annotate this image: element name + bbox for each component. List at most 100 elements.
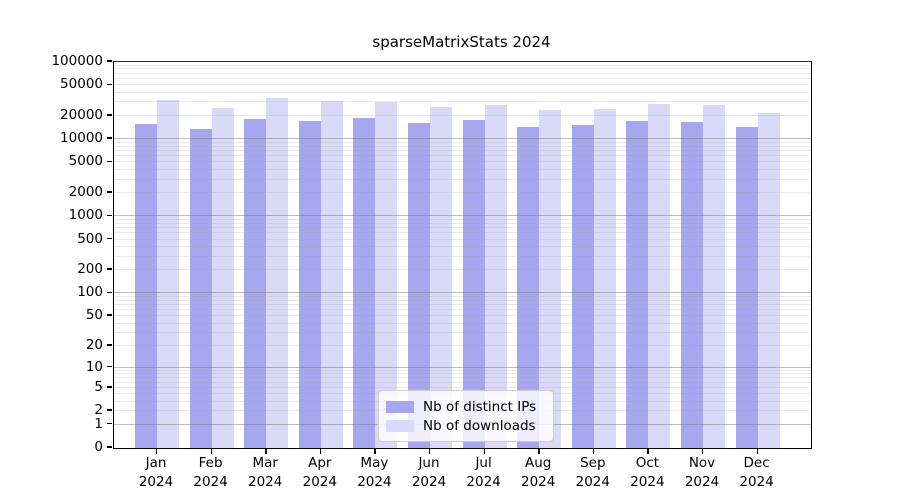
gridline-minor [114, 238, 811, 240]
legend-label-distinct-ips: Nb of distinct IPs [423, 398, 537, 415]
legend-swatch-downloads [386, 419, 414, 432]
x-tick-mark [319, 448, 322, 454]
gridline-minor [114, 155, 811, 157]
bar-aug-downloads [539, 110, 562, 448]
y-tick-label: 0 [94, 439, 103, 455]
y-tick-label: 2 [94, 402, 103, 419]
x-tick-label-year: 2024 [248, 474, 283, 490]
y-tick-mark [106, 314, 112, 316]
gridline-minor [114, 331, 811, 333]
gridline-minor [114, 295, 811, 297]
y-tick-label: 100000 [51, 53, 103, 69]
x-tick-mark [483, 448, 485, 454]
bar-dec-distinct-ips [735, 127, 758, 448]
x-tick-label: Jun 2024 [397, 454, 461, 492]
x-tick-label: Feb 2024 [179, 454, 243, 492]
y-tick-label: 10 [85, 358, 103, 375]
x-tick-label-year: 2024 [357, 474, 392, 490]
legend-row-downloads: Nb of downloads [386, 416, 545, 435]
gridline-minor [114, 68, 811, 70]
legend: Nb of distinct IPs Nb of downloads [378, 390, 554, 442]
gridline-minor [114, 315, 811, 317]
y-tick-label: 1 [94, 415, 103, 432]
bar-oct-distinct-ips [626, 120, 649, 448]
x-tick-label: Jan 2024 [124, 454, 188, 492]
gridline-minor [114, 168, 811, 170]
gridline-minor [114, 309, 811, 311]
legend-swatch-distinct-ips [386, 400, 414, 413]
gridline-minor [114, 232, 811, 234]
bar-apr-distinct-ips [298, 120, 321, 448]
y-tick-mark [106, 409, 112, 411]
bar-may-downloads [375, 101, 398, 448]
y-tick-label: 500 [77, 230, 103, 247]
gridline-minor [114, 227, 811, 229]
y-tick-label: 50000 [60, 76, 103, 93]
y-tick-mark [106, 291, 112, 293]
bar-feb-distinct-ips [189, 128, 212, 448]
y-tick-label: 1000 [68, 207, 103, 224]
y-tick-mark [106, 365, 112, 368]
x-tick-mark [210, 448, 212, 454]
bar-nov-distinct-ips [681, 121, 703, 448]
x-tick-mark [702, 448, 704, 454]
x-tick-mark [592, 448, 595, 454]
gridline-minor [114, 141, 811, 143]
gridline-minor [114, 114, 811, 116]
x-tick-label-year: 2024 [739, 474, 774, 490]
gridline-minor [114, 150, 811, 152]
gridline-major [114, 61, 811, 62]
gridline-minor [114, 381, 811, 383]
y-tick-mark [106, 137, 112, 139]
gridline-minor [114, 386, 811, 388]
x-tick-label: Oct 2024 [615, 454, 679, 492]
x-tick-label: Sep 2024 [561, 454, 625, 492]
gridline-minor [114, 101, 811, 103]
gridline-minor [114, 369, 811, 371]
gridline-minor [114, 178, 811, 180]
y-tick-label: 20 [85, 336, 103, 353]
gridline-minor [114, 246, 811, 248]
x-tick-mark [538, 448, 540, 454]
bar-jul-downloads [484, 104, 507, 448]
y-tick-label: 2000 [68, 184, 103, 201]
bar-feb-downloads [211, 108, 234, 448]
y-tick-mark [106, 423, 112, 425]
y-tick-label: 200 [77, 261, 103, 278]
gridline-major [114, 215, 811, 217]
x-tick-label-year: 2024 [575, 474, 610, 490]
bar-jun-distinct-ips [408, 123, 430, 448]
bar-dec-downloads [757, 113, 780, 448]
gridline-minor [114, 64, 811, 66]
y-tick-mark [106, 114, 112, 116]
bar-jul-distinct-ips [462, 119, 485, 448]
gridline-minor [114, 322, 811, 324]
bar-jun-downloads [430, 107, 452, 448]
bar-may-distinct-ips [353, 118, 376, 448]
gridline-minor [114, 91, 811, 93]
y-tick-label: 5 [94, 378, 103, 395]
y-tick-mark [106, 237, 112, 240]
gridline-major [114, 292, 811, 294]
y-tick-mark [106, 191, 112, 193]
y-tick-mark [106, 83, 112, 85]
x-tick-label: Nov 2024 [670, 454, 734, 492]
bar-jan-distinct-ips [135, 123, 157, 448]
y-tick-mark [106, 268, 112, 270]
bar-aug-distinct-ips [517, 126, 540, 448]
gridline-minor [114, 344, 811, 346]
y-tick-label: 50 [85, 307, 103, 324]
gridline-minor [114, 84, 811, 86]
y-tick-mark [106, 446, 112, 448]
y-tick-mark [106, 344, 112, 346]
bar-oct-downloads [648, 103, 671, 448]
x-tick-label-year: 2024 [630, 474, 665, 490]
x-tick-mark [374, 448, 376, 454]
x-tick-label: Jul 2024 [452, 454, 516, 492]
bar-sep-downloads [593, 108, 616, 448]
gridline-minor [114, 78, 811, 80]
gridline-minor [114, 218, 811, 220]
y-tick-label: 10000 [60, 130, 103, 147]
x-tick-label: May 2024 [342, 454, 406, 492]
